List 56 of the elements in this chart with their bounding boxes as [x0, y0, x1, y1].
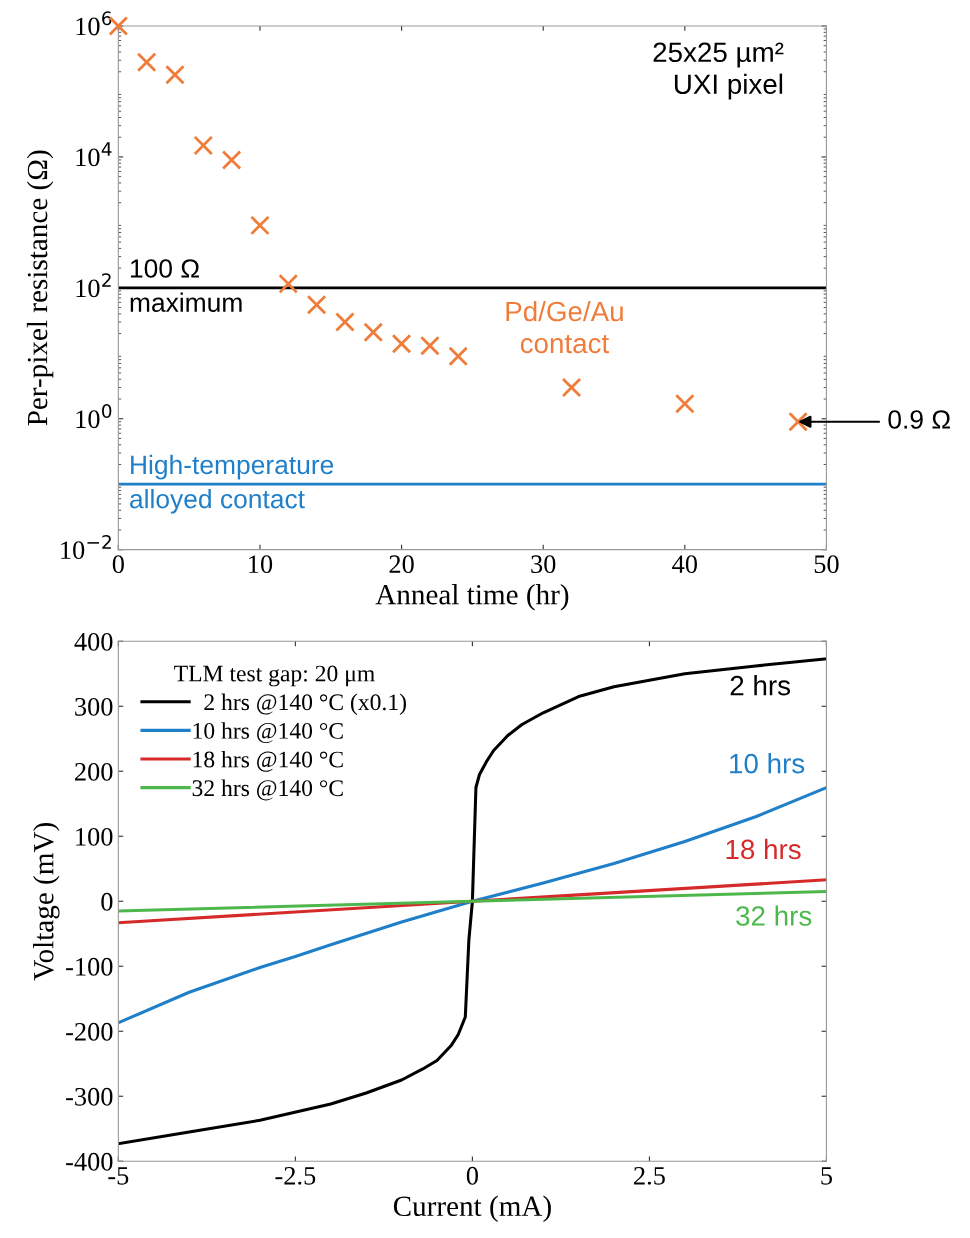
point [165, 64, 185, 85]
y-tick-label: -100 [66, 957, 113, 976]
x-tick-label: 30 [531, 555, 556, 574]
x-tick-label: 0 [466, 1166, 478, 1185]
point [278, 273, 299, 294]
x-tick-label: -2.5 [275, 1166, 316, 1185]
y-tick-label: -200 [66, 1022, 113, 1041]
annotation: 32 hrs [736, 905, 812, 926]
annotation: 0.9 Ω [888, 410, 950, 429]
legend-title: TLM test gap: 20 μm [174, 665, 375, 687]
y-tick-label: 400 [74, 632, 113, 651]
legend-label: 32 hrs @140 °C [192, 779, 343, 801]
legend-label: 2 hrs @140 °C (x0.1) [204, 693, 406, 716]
point [306, 294, 327, 315]
y-tick-label: 10$^{2}$ [76, 273, 111, 298]
annotation: 2 hrs [730, 675, 791, 696]
x-axis-title: Anneal time (hr) [375, 584, 569, 611]
x-tick-label: 5 [821, 1167, 833, 1185]
y-tick-label: 10$^{−2}$ [61, 534, 111, 560]
point [221, 150, 242, 170]
ref-line-label: High-temperature alloyed contact [130, 454, 334, 514]
legend-label: 10 hrs @140 °C [193, 722, 343, 744]
annotation: 18 hrs [726, 838, 801, 860]
annotation: 25x25 µm² UXI pixel [653, 42, 784, 100]
point [391, 333, 412, 354]
x-tick-label: 40 [672, 555, 698, 574]
y-tick-label: 10$^{4}$ [76, 142, 112, 167]
point [250, 215, 270, 236]
y-tick-label: 10$^{0}$ [76, 404, 112, 429]
y-axis-title: Voltage (mV) [33, 823, 60, 981]
legend-label: 18 hrs @140 °C [193, 750, 343, 772]
x-axis-title: Current (mA) [393, 1195, 551, 1223]
x-tick-label: 20 [389, 555, 414, 574]
x-tick-label: 50 [814, 555, 839, 574]
point [363, 322, 384, 343]
point [561, 377, 582, 398]
annotation: 10 hrs [730, 753, 805, 774]
point [193, 135, 214, 156]
y-tick-label: -300 [66, 1087, 113, 1106]
y-tick-label: 200 [75, 762, 113, 781]
y-tick-label: 300 [75, 697, 113, 716]
point [136, 52, 157, 73]
y-axis-title: Per-pixel resistance (Ω) [26, 150, 54, 426]
point [448, 346, 469, 367]
point [420, 335, 440, 356]
y-tick-label: 0 [101, 892, 113, 911]
line-series [118, 657, 827, 1146]
point [335, 312, 355, 332]
annotation: Pd/Ge/Au contact [506, 300, 623, 354]
point [788, 411, 809, 432]
y-tick-label: 10$^{6}$ [76, 11, 112, 36]
point [674, 393, 695, 414]
x-tick-label: 10 [249, 555, 273, 574]
ref-line-label: 100 Ω maximum [130, 259, 242, 312]
y-tick-label: 100 [76, 827, 113, 846]
x-tick-label: 2.5 [634, 1166, 665, 1185]
